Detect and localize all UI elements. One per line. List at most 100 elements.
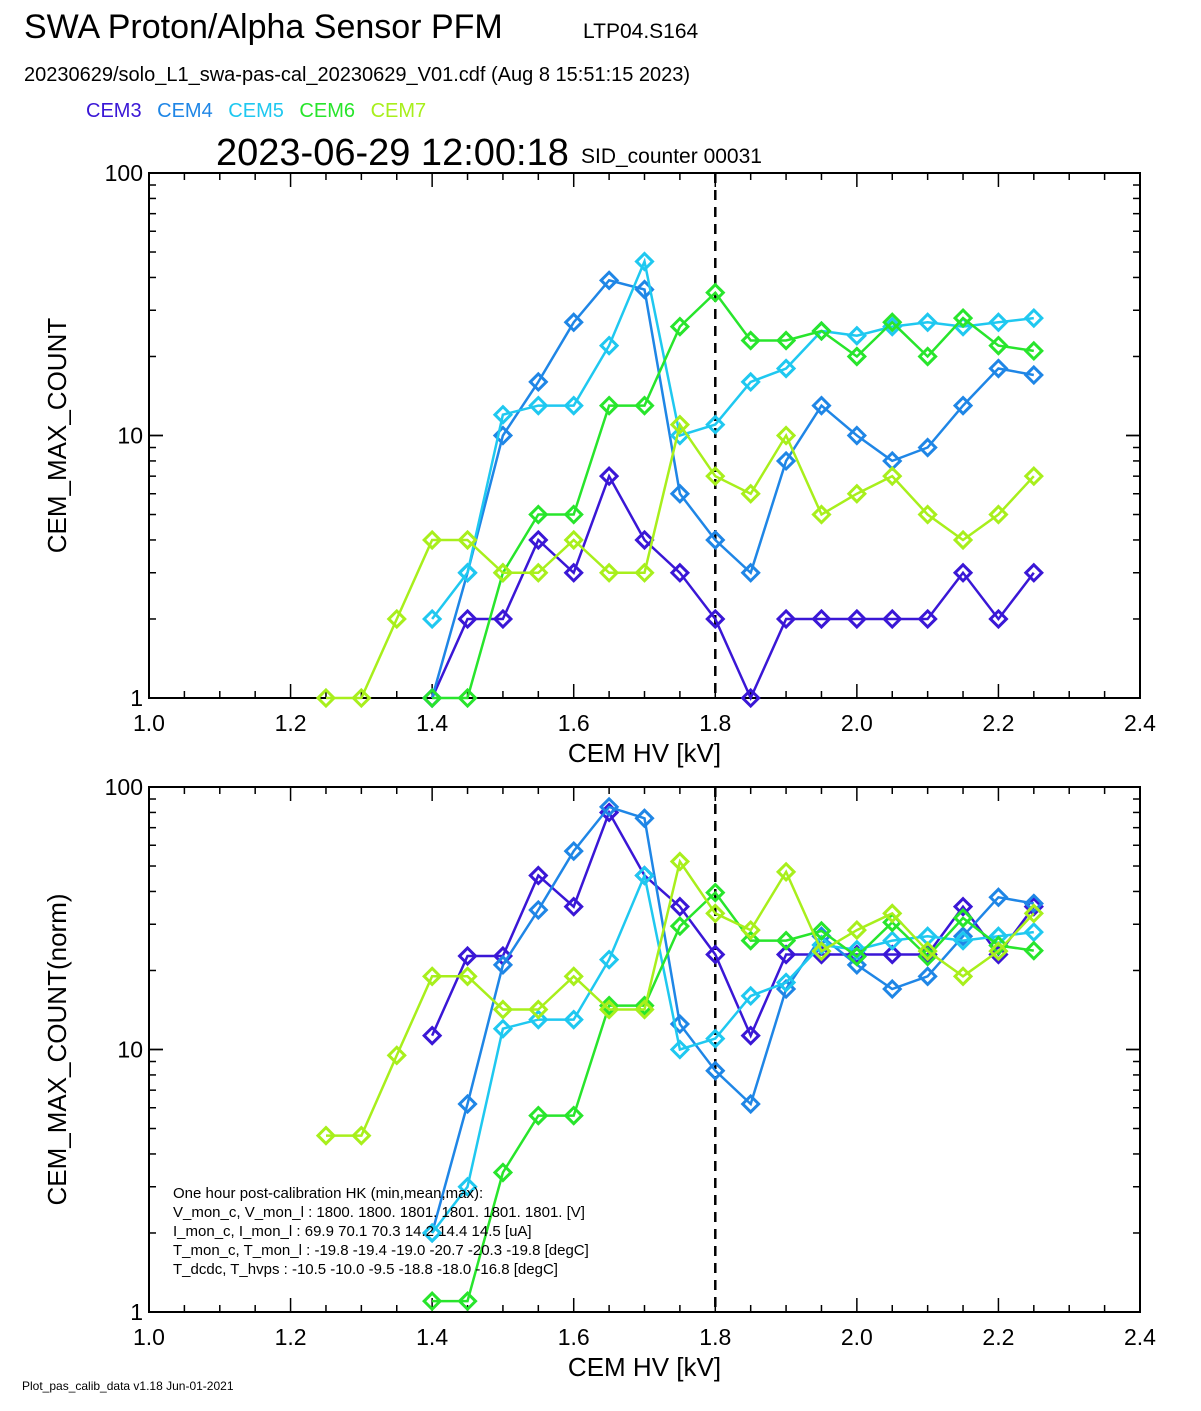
- data-point-cem6: [988, 935, 1009, 956]
- data-point-cem6: [882, 312, 903, 333]
- chart-title: SWA Proton/Alpha Sensor PFM: [24, 8, 503, 46]
- data-point-cem4: [740, 562, 761, 583]
- data-point-cem7: [422, 966, 443, 987]
- chart-subtitle: LTP04.S164: [583, 20, 699, 43]
- data-point-cem3: [669, 562, 691, 583]
- data-point-cem5: [422, 1222, 443, 1244]
- data-point-cem7: [1023, 903, 1044, 924]
- data-point-cem6: [457, 1291, 478, 1312]
- data-point-cem4: [775, 450, 797, 472]
- data-point-cem7: [634, 999, 655, 1020]
- data-point-cem6: [811, 320, 832, 342]
- data-point-cem7: [563, 529, 584, 551]
- data-point-cem3: [988, 608, 1009, 630]
- series-line-cem3: [430, 473, 1035, 702]
- data-point-cem7: [740, 919, 761, 941]
- data-point-cem4: [528, 371, 549, 393]
- data-point-cem7: [315, 1125, 337, 1146]
- data-point-cem6: [528, 504, 549, 525]
- data-point-cem7: [705, 466, 726, 487]
- data-point-cem5: [528, 395, 549, 416]
- data-point-cem7: [846, 483, 867, 504]
- data-point-cem6: [740, 930, 761, 951]
- data-point-cem6: [669, 316, 691, 337]
- series-line-cem5: [431, 871, 1034, 1234]
- data-point-cem5: [1023, 921, 1044, 943]
- data-point-cem6: [457, 687, 478, 709]
- data-point-cem7: [351, 1125, 372, 1146]
- data-point-cem7: [917, 941, 938, 962]
- data-point-cem7: [1023, 466, 1044, 487]
- data-point-cem7: [386, 608, 407, 630]
- data-point-cem4: [563, 312, 584, 333]
- data-point-cem5: [457, 1176, 478, 1197]
- data-point-cem7: [386, 1045, 407, 1066]
- data-point-cem4: [952, 926, 974, 947]
- data-point-cem4: [563, 840, 584, 862]
- data-point-cem4: [528, 899, 549, 921]
- data-point-cem5: [705, 1028, 726, 1049]
- data-point-cem3: [811, 608, 832, 630]
- data-point-cem4: [988, 887, 1009, 908]
- data-point-cem5: [740, 371, 761, 393]
- hk-text-line: T_dcdc, T_hvps : -10.5 -10.0 -9.5 -18.8 …: [173, 1261, 558, 1278]
- data-point-cem5: [740, 985, 761, 1007]
- hk-text-line: I_mon_c, I_mon_l : 69.9 70.1 70.3 14.2 1…: [173, 1223, 532, 1240]
- data-point-cem5: [492, 404, 514, 425]
- data-point-cem3: [422, 1025, 443, 1046]
- y-tick-label: 10: [117, 423, 143, 449]
- data-point-cem4: [882, 978, 903, 1000]
- data-point-cem3: [740, 687, 761, 709]
- data-point-cem7: [669, 414, 691, 435]
- y-axis-label: CEM_MAX_COUNT: [42, 318, 72, 554]
- data-point-cem4: [669, 483, 691, 504]
- data-point-cem7: [882, 466, 903, 487]
- data-point-cem6: [563, 504, 584, 525]
- x-tick-label: 1.0: [133, 710, 165, 736]
- data-point-cem7: [634, 562, 655, 583]
- data-point-cem5: [775, 358, 797, 379]
- data-point-cem6: [775, 930, 797, 951]
- legend: CEM3 CEM4 CEM5 CEM6 CEM7: [86, 100, 436, 123]
- x-tick-label: 2.2: [982, 710, 1014, 736]
- data-point-cem4: [846, 425, 867, 446]
- x-axis-label: CEM HV [kV]: [568, 1352, 721, 1382]
- data-point-cem6: [528, 1105, 549, 1126]
- data-point-cem5: [634, 251, 655, 272]
- data-point-cem7: [705, 903, 726, 924]
- data-point-cem4: [917, 437, 938, 458]
- legend-entry-cem7: CEM7: [370, 100, 427, 122]
- data-point-cem5: [598, 949, 620, 970]
- timestamp: 2023-06-29 12:00:18: [216, 132, 569, 174]
- data-point-cem6: [1023, 340, 1044, 362]
- data-point-cem4: [1023, 364, 1044, 386]
- data-point-cem7: [598, 999, 620, 1020]
- data-point-cem6: [492, 1162, 514, 1183]
- legend-entry-cem3: CEM3: [86, 100, 142, 122]
- data-point-cem6: [988, 335, 1009, 356]
- legend-entry-cem5: CEM5: [228, 100, 284, 122]
- data-point-cem3: [917, 608, 938, 630]
- x-tick-label: 2.4: [1124, 1324, 1156, 1350]
- data-point-cem7: [563, 966, 584, 987]
- x-tick-label: 2.0: [841, 710, 873, 736]
- data-point-cem5: [952, 930, 974, 951]
- data-point-cem5: [457, 562, 478, 583]
- data-point-cem4: [811, 395, 832, 416]
- y-tick-label: 100: [105, 160, 143, 186]
- data-point-cem6: [1023, 940, 1044, 961]
- data-point-cem7: [882, 903, 903, 924]
- data-point-cem4: [705, 529, 726, 551]
- data-point-cem7: [775, 425, 797, 446]
- data-point-cem5: [528, 1009, 549, 1030]
- x-tick-label: 2.4: [1124, 710, 1156, 736]
- data-point-cem7: [775, 861, 797, 882]
- data-point-cem7: [988, 504, 1009, 525]
- data-point-cem5: [811, 934, 832, 956]
- data-point-cem4: [457, 1093, 478, 1115]
- data-point-cem7: [492, 999, 514, 1020]
- data-point-cem4: [988, 358, 1009, 379]
- data-point-cem3: [705, 944, 726, 965]
- x-tick-label: 1.4: [416, 1324, 448, 1350]
